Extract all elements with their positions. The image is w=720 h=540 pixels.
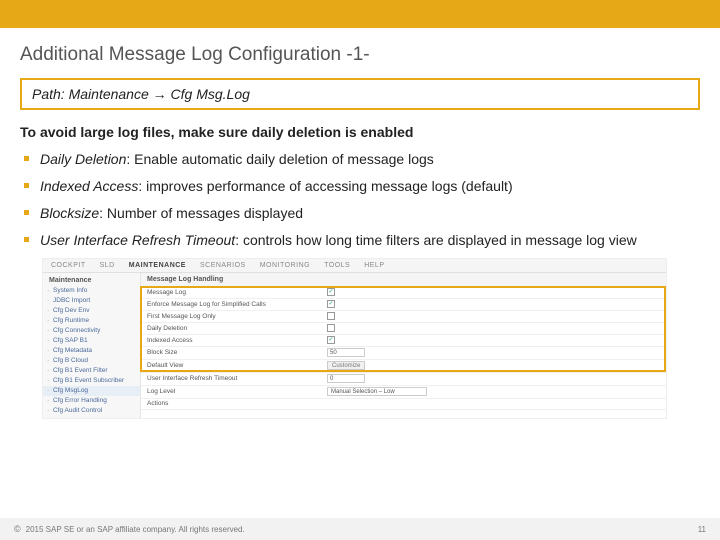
sidebar-item[interactable]: Cfg MsgLog: [43, 386, 140, 396]
customize-button[interactable]: Customize: [327, 361, 365, 370]
row-value: ✓: [327, 300, 660, 308]
sidebar-item[interactable]: Cfg Dev Env: [43, 306, 140, 316]
copyright-icon: ©: [14, 524, 21, 534]
bullet-emphasis: Blocksize: [40, 205, 99, 221]
bullet-emphasis: Indexed Access: [40, 178, 138, 194]
row-value: [327, 324, 660, 332]
settings-row: Actions: [141, 399, 666, 410]
screenshot-topnav: COCKPIT SLD MAINTENANCE SCENARIOS MONITORING…: [43, 259, 666, 273]
text-input[interactable]: 50: [327, 348, 365, 357]
sidebar-item[interactable]: System Info: [43, 286, 140, 296]
row-value: ✓: [327, 288, 660, 296]
select-box[interactable]: Manual Selection – Low: [327, 387, 427, 396]
screenshot-main: Message Log Handling Message Log✓Enforce…: [141, 273, 666, 418]
sidebar-item[interactable]: Cfg Runtime: [43, 316, 140, 326]
list-item: Blocksize: Number of messages displayed: [24, 204, 700, 223]
sidebar-item[interactable]: Cfg SAP B1: [43, 336, 140, 346]
settings-row: Default ViewCustomize: [141, 360, 666, 373]
bullet-text: : Enable automatic daily deletion of mes…: [126, 151, 433, 167]
bullet-emphasis: User Interface Refresh Timeout: [40, 232, 235, 248]
row-label: Enforce Message Log for Simplified Calls: [147, 301, 327, 308]
footer-copyright: © 2015 SAP SE or an SAP affiliate compan…: [14, 524, 245, 534]
checkbox[interactable]: ✓: [327, 300, 335, 308]
list-item: User Interface Refresh Timeout: controls…: [24, 231, 700, 250]
row-value: Manual Selection – Low: [327, 387, 660, 396]
topnav-item[interactable]: HELP: [364, 262, 384, 269]
topnav-item[interactable]: SLD: [100, 262, 115, 269]
row-value: 0: [327, 374, 660, 383]
sidebar-item[interactable]: Cfg B1 Event Filter: [43, 366, 140, 376]
checkbox[interactable]: [327, 324, 335, 332]
sidebar-item[interactable]: Cfg B1 Event Subscriber: [43, 376, 140, 386]
topnav-item[interactable]: TOOLS: [324, 262, 350, 269]
settings-row: Indexed Access✓: [141, 335, 666, 347]
row-value: 50: [327, 348, 660, 357]
row-label: First Message Log Only: [147, 313, 327, 320]
sidebar-item[interactable]: Cfg Error Handling: [43, 396, 140, 406]
screenshot-body: Maintenance System InfoJDBC ImportCfg De…: [43, 273, 666, 418]
bullet-emphasis: Daily Deletion: [40, 151, 126, 167]
sidebar-item[interactable]: Cfg Audit Control: [43, 406, 140, 416]
sidebar-item[interactable]: JDBC Import: [43, 296, 140, 306]
page-title: Additional Message Log Configuration -1-: [20, 44, 700, 66]
text-input[interactable]: 0: [327, 374, 365, 383]
topnav-item[interactable]: MAINTENANCE: [129, 262, 186, 269]
row-label: Indexed Access: [147, 337, 327, 344]
list-item: Daily Deletion: Enable automatic daily d…: [24, 150, 700, 169]
sidebar-header: Maintenance: [43, 275, 140, 286]
path-label: Path:: [32, 86, 65, 102]
row-value: [327, 312, 660, 320]
settings-rows: Message Log✓Enforce Message Log for Simp…: [141, 287, 666, 410]
sidebar-item[interactable]: Cfg Metadata: [43, 346, 140, 356]
intro-text: To avoid large log files, make sure dail…: [20, 124, 700, 140]
settings-row: Log LevelManual Selection – Low: [141, 386, 666, 399]
row-label: Actions: [147, 400, 327, 407]
bullet-list: Daily Deletion: Enable automatic daily d…: [20, 150, 700, 250]
topnav-item[interactable]: SCENARIOS: [200, 262, 246, 269]
settings-row: Enforce Message Log for Simplified Calls…: [141, 299, 666, 311]
main-tab-title: Message Log Handling: [141, 273, 666, 287]
sidebar-item[interactable]: Cfg Connectivity: [43, 326, 140, 336]
footer-text: 2015 SAP SE or an SAP affiliate company.…: [26, 525, 245, 534]
settings-row: Message Log✓: [141, 287, 666, 299]
path-box: Path: Maintenance → Cfg Msg.Log: [20, 78, 700, 110]
topnav-item[interactable]: MONITORING: [260, 262, 310, 269]
row-label: Default View: [147, 362, 327, 369]
row-label: Message Log: [147, 289, 327, 296]
screenshot-region: COCKPIT SLD MAINTENANCE SCENARIOS MONITORING…: [42, 258, 667, 419]
settings-row: User Interface Refresh Timeout0: [141, 373, 666, 386]
row-label: Daily Deletion: [147, 325, 327, 332]
slide-content: Additional Message Log Configuration -1-…: [0, 28, 720, 419]
path-value: Maintenance → Cfg Msg.Log: [69, 86, 250, 102]
topnav-item[interactable]: COCKPIT: [51, 262, 86, 269]
bullet-text: : improves performance of accessing mess…: [138, 178, 512, 194]
bullet-text: : controls how long time filters are dis…: [235, 232, 637, 248]
settings-row: Daily Deletion: [141, 323, 666, 335]
row-label: User Interface Refresh Timeout: [147, 375, 327, 382]
row-label: Block Size: [147, 349, 327, 356]
row-label: Log Level: [147, 388, 327, 395]
bullet-text: : Number of messages displayed: [99, 205, 303, 221]
checkbox[interactable]: ✓: [327, 288, 335, 296]
checkbox[interactable]: [327, 312, 335, 320]
row-value: Customize: [327, 361, 660, 370]
screenshot-sidebar: Maintenance System InfoJDBC ImportCfg De…: [43, 273, 141, 418]
settings-row: First Message Log Only: [141, 311, 666, 323]
page-number: 11: [698, 525, 706, 534]
top-accent-bar: [0, 0, 720, 28]
footer-bar: © 2015 SAP SE or an SAP affiliate compan…: [0, 518, 720, 540]
checkbox[interactable]: ✓: [327, 336, 335, 344]
row-value: ✓: [327, 336, 660, 344]
list-item: Indexed Access: improves performance of …: [24, 177, 700, 196]
settings-row: Block Size50: [141, 347, 666, 360]
sidebar-item[interactable]: Cfg B Cloud: [43, 356, 140, 366]
